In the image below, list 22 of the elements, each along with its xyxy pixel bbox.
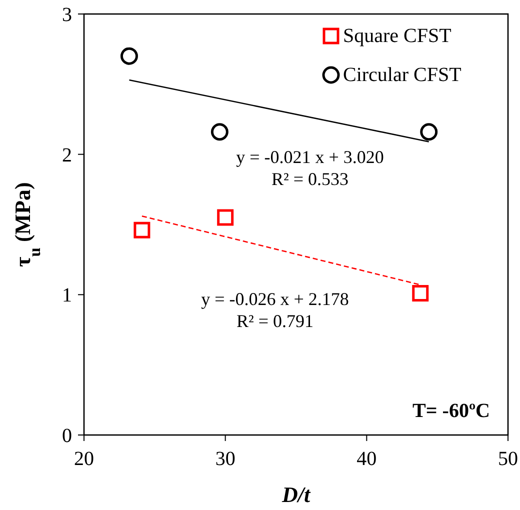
point	[134, 222, 150, 238]
x-tick-label: 20	[74, 448, 94, 470]
legend-label: Circular CFST	[343, 64, 462, 86]
x-axis-title: D/t	[280, 482, 311, 507]
annotation: y = -0.026 x + 2.178	[201, 289, 349, 309]
point	[120, 47, 138, 65]
y-tick-label: 1	[62, 284, 72, 307]
y-tick-label: 2	[62, 144, 72, 166]
point	[210, 123, 228, 141]
point	[217, 209, 234, 226]
annotation: T= -60ºC	[412, 400, 490, 422]
x-tick-label: 40	[356, 448, 377, 470]
annotation: R² = 0.791	[236, 311, 314, 331]
x-tick-label: 30	[215, 448, 236, 470]
y-tick-label: 3	[62, 4, 72, 26]
legend-label: Square CFST	[343, 25, 452, 47]
x-tick-label: 50	[498, 448, 518, 470]
point	[420, 123, 438, 141]
y-tick-label: 0	[62, 425, 72, 447]
annotation: R² = 0.533	[271, 169, 349, 189]
point	[412, 285, 429, 302]
annotation: y = -0.021 x + 3.020	[236, 147, 384, 167]
